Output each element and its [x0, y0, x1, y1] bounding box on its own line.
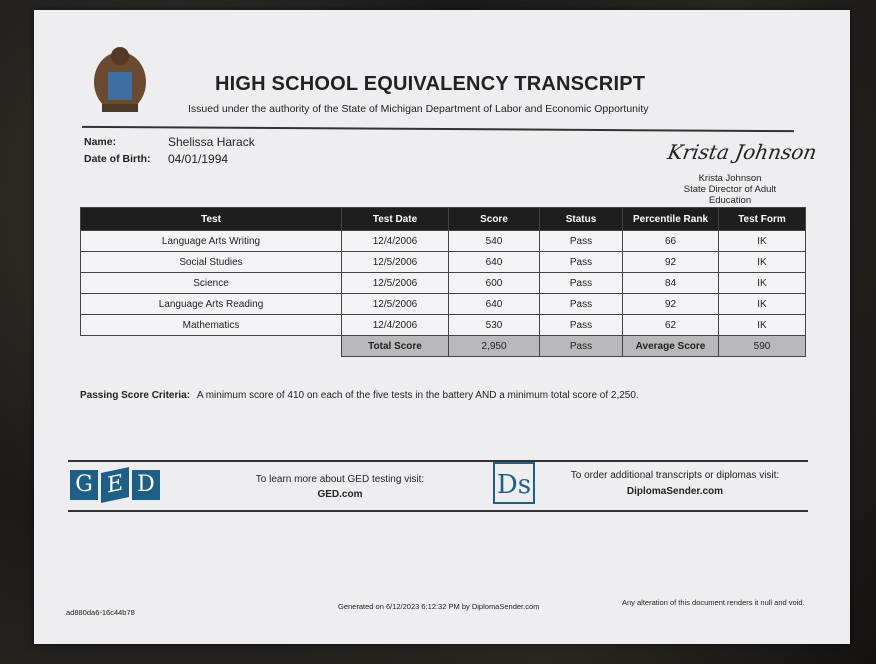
test-date: 12/5/2006 [341, 293, 449, 315]
ged-logo: G E D [70, 467, 160, 503]
test-name: Social Studies [80, 251, 342, 273]
score: 540 [448, 230, 540, 252]
document-subtitle: Issued under the authority of the State … [188, 103, 649, 115]
signer-title: State Director of Adult Education [683, 184, 777, 206]
test-name: Science [80, 272, 342, 294]
percentile-rank: 84 [622, 272, 719, 294]
status: Pass [539, 314, 623, 336]
ged-logo-e: E [101, 467, 129, 503]
percentile-rank: 66 [622, 230, 719, 252]
status: Pass [539, 293, 623, 315]
generated-note: Generated on 6/12/2023 6:12:32 PM by Dip… [338, 602, 540, 611]
col-status: Status [539, 207, 623, 231]
name-label: Name: [84, 136, 117, 148]
score: 530 [448, 314, 540, 336]
signature: Krista Johnson [665, 140, 819, 164]
table-row: Social Studies 12/5/2006 640 Pass 92 IK [80, 251, 806, 273]
percentile-rank: 92 [622, 251, 719, 273]
document-id: ad880da6-16c44b78 [66, 608, 135, 617]
total-score: 2,950 [448, 335, 540, 357]
passing-criteria: Passing Score Criteria: A minimum score … [80, 390, 639, 401]
test-date: 12/5/2006 [341, 251, 449, 273]
status: Pass [539, 230, 623, 252]
total-label: Total Score [341, 335, 449, 357]
percentile-rank: 62 [622, 314, 719, 336]
test-form: IK [718, 251, 806, 273]
ds-link[interactable]: DiplomaSender.com [626, 486, 724, 497]
ged-logo-g: G [70, 470, 98, 500]
col-score: Score [448, 207, 540, 231]
col-test-date: Test Date [341, 207, 449, 231]
ged-logo-d: D [132, 470, 160, 500]
status: Pass [539, 272, 623, 294]
table-row: Language Arts Writing 12/4/2006 540 Pass 66 I… [80, 230, 806, 252]
test-form: IK [718, 272, 806, 294]
footer-bottom-divider [68, 510, 808, 512]
score: 640 [448, 293, 540, 315]
blank-cell [81, 336, 342, 357]
alteration-notice: Any alteration of this document renders … [622, 598, 805, 607]
col-test: Test [80, 207, 342, 231]
student-dob: 04/01/1994 [168, 152, 229, 166]
test-form: IK [718, 293, 806, 315]
test-form: IK [718, 314, 806, 336]
table-header-row: Test Test Date Score Status Percentile R… [80, 207, 806, 231]
diplomasender-logo: Ds [493, 462, 535, 504]
dob-label: Date of Birth: [84, 153, 151, 165]
ds-text: To order additional transcripts or diplo… [570, 470, 780, 481]
test-form: IK [718, 230, 806, 252]
student-name: Shelissa Harack [168, 135, 255, 149]
michigan-seal-icon [94, 47, 146, 112]
col-test-form: Test Form [718, 207, 806, 231]
status: Pass [539, 251, 623, 273]
col-percentile: Percentile Rank [622, 207, 719, 231]
total-row: Total Score 2,950 Pass Average Score 590 [81, 335, 806, 357]
test-name: Language Arts Writing [80, 230, 342, 252]
test-name: Mathematics [80, 314, 342, 336]
average-score: 590 [718, 335, 806, 357]
table-row: Language Arts Reading 12/5/2006 640 Pass 92 I… [80, 293, 806, 315]
table-row: Mathematics 12/4/2006 530 Pass 62 IK [80, 314, 806, 336]
criteria-label: Passing Score Criteria: [80, 390, 191, 401]
ged-text: To learn more about GED testing visit: [255, 474, 425, 485]
ged-link[interactable]: GED.com [317, 489, 363, 500]
test-date: 12/4/2006 [341, 230, 449, 252]
average-label: Average Score [622, 335, 719, 357]
score: 640 [448, 251, 540, 273]
test-date: 12/4/2006 [341, 314, 449, 336]
test-date: 12/5/2006 [341, 272, 449, 294]
percentile-rank: 92 [622, 293, 719, 315]
total-status: Pass [539, 335, 623, 357]
scores-table: Test Test Date Score Status Percentile R… [80, 207, 806, 357]
document-title: HIGH SCHOOL EQUIVALENCY TRANSCRIPT [215, 73, 646, 95]
criteria-text: A minimum score of 410 on each of the fi… [196, 390, 639, 401]
table-row: Science 12/5/2006 600 Pass 84 IK [80, 272, 806, 294]
score: 600 [448, 272, 540, 294]
signer-info: Krista Johnson State Director of Adult E… [660, 173, 800, 206]
test-name: Language Arts Reading [80, 293, 342, 315]
footer-top-divider [68, 460, 808, 462]
signer-name: Krista Johnson [698, 173, 762, 184]
